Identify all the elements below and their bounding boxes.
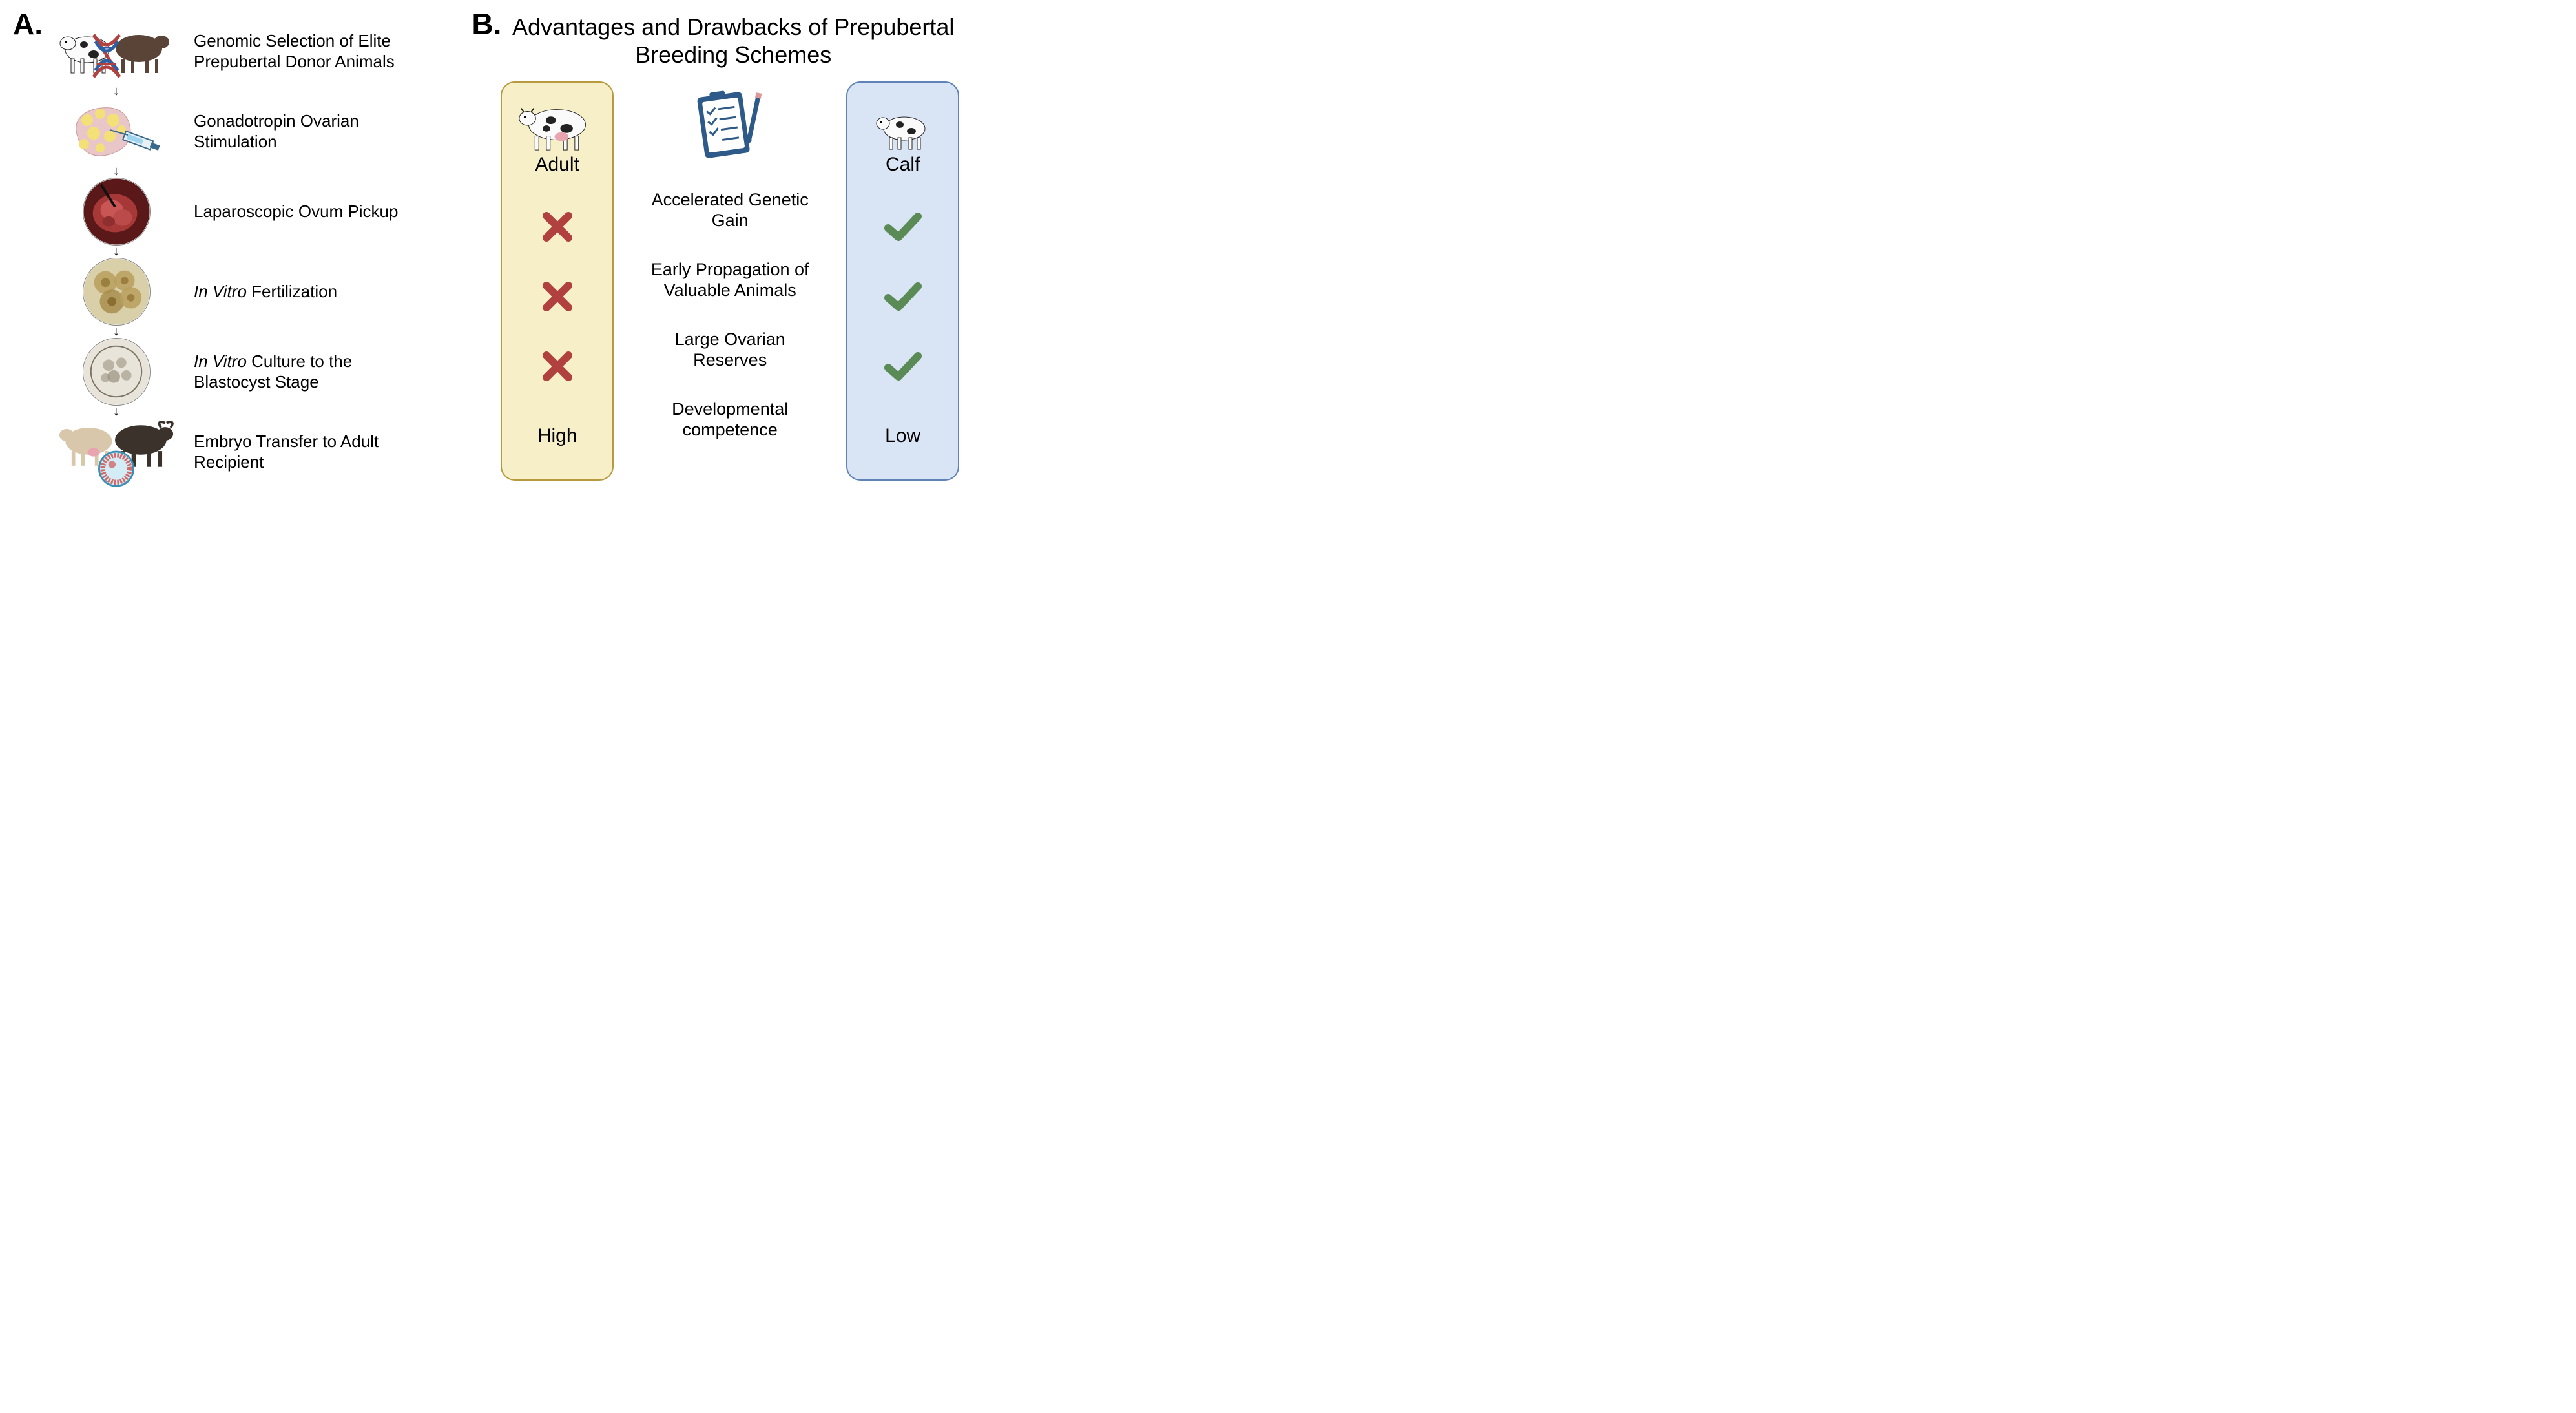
calf-header: Calf bbox=[862, 154, 944, 176]
comparison-table: Adult High bbox=[491, 81, 969, 481]
adult-column: Adult High bbox=[501, 81, 614, 481]
calf-column: Calf Low bbox=[846, 81, 959, 481]
blastocyst-icon bbox=[58, 336, 174, 407]
step-label: Laparoscopic Ovum Pickup bbox=[194, 201, 398, 222]
adult-header: Adult bbox=[516, 154, 598, 176]
step-label: Genomic Selection of Elite Prepubertal D… bbox=[194, 30, 400, 72]
steps-container: Genomic Selection of Elite Prepubertal D… bbox=[58, 13, 472, 490]
check-icon bbox=[884, 271, 922, 322]
step-label: In Vitro Fertilization bbox=[194, 281, 337, 302]
cows-dna-icon bbox=[58, 16, 174, 87]
panel-b-title: Advantages and Drawbacks of Prepubertal … bbox=[497, 13, 969, 68]
step-ivf: In Vitro Fertilization bbox=[58, 253, 472, 330]
check-icon bbox=[884, 202, 922, 252]
step-label: In Vitro Culture to the Blastocyst Stage bbox=[194, 351, 400, 393]
ivf-icon bbox=[58, 256, 174, 327]
calf-icon bbox=[862, 94, 944, 152]
criteria-item: Early Propagation of Valuable Animals bbox=[639, 255, 820, 305]
panel-b: B. Advantages and Drawbacks of Prepubert… bbox=[472, 6, 969, 532]
check-icon bbox=[884, 341, 922, 392]
cross-icon bbox=[541, 271, 574, 322]
criteria-item: Large Ovarian Reserves bbox=[639, 324, 820, 375]
panel-a-label: A. bbox=[13, 6, 43, 41]
calf-value: Low bbox=[885, 411, 920, 461]
step-label: Gonadotropin Ovarian Stimulation bbox=[194, 110, 400, 152]
laparoscopy-icon bbox=[58, 176, 174, 247]
step-label: Embryo Transfer to Adult Recipient bbox=[194, 431, 400, 473]
recipient-icon bbox=[58, 416, 174, 487]
step-genomic-selection: Genomic Selection of Elite Prepubertal D… bbox=[58, 13, 472, 89]
step-embryo-transfer: Embryo Transfer to Adult Recipient bbox=[58, 413, 472, 490]
adult-cow-icon bbox=[516, 94, 598, 152]
cross-icon bbox=[541, 202, 574, 252]
clipboard-icon bbox=[688, 81, 772, 165]
cross-icon bbox=[541, 341, 574, 392]
step-gonadotropin: Gonadotropin Ovarian Stimulation bbox=[58, 93, 472, 169]
step-blastocyst: In Vitro Culture to the Blastocyst Stage bbox=[58, 333, 472, 410]
criteria-item: Accelerated Genetic Gain bbox=[639, 185, 820, 235]
adult-value: High bbox=[537, 411, 577, 461]
criteria-column: Accelerated Genetic Gain Early Propagati… bbox=[639, 81, 820, 481]
ovary-syringe-icon bbox=[58, 96, 174, 167]
criteria-item: Developmental competence bbox=[639, 394, 820, 445]
step-laparoscopic: Laparoscopic Ovum Pickup bbox=[58, 173, 472, 249]
panel-b-label: B. bbox=[472, 6, 501, 41]
panel-a: A. bbox=[13, 6, 472, 532]
